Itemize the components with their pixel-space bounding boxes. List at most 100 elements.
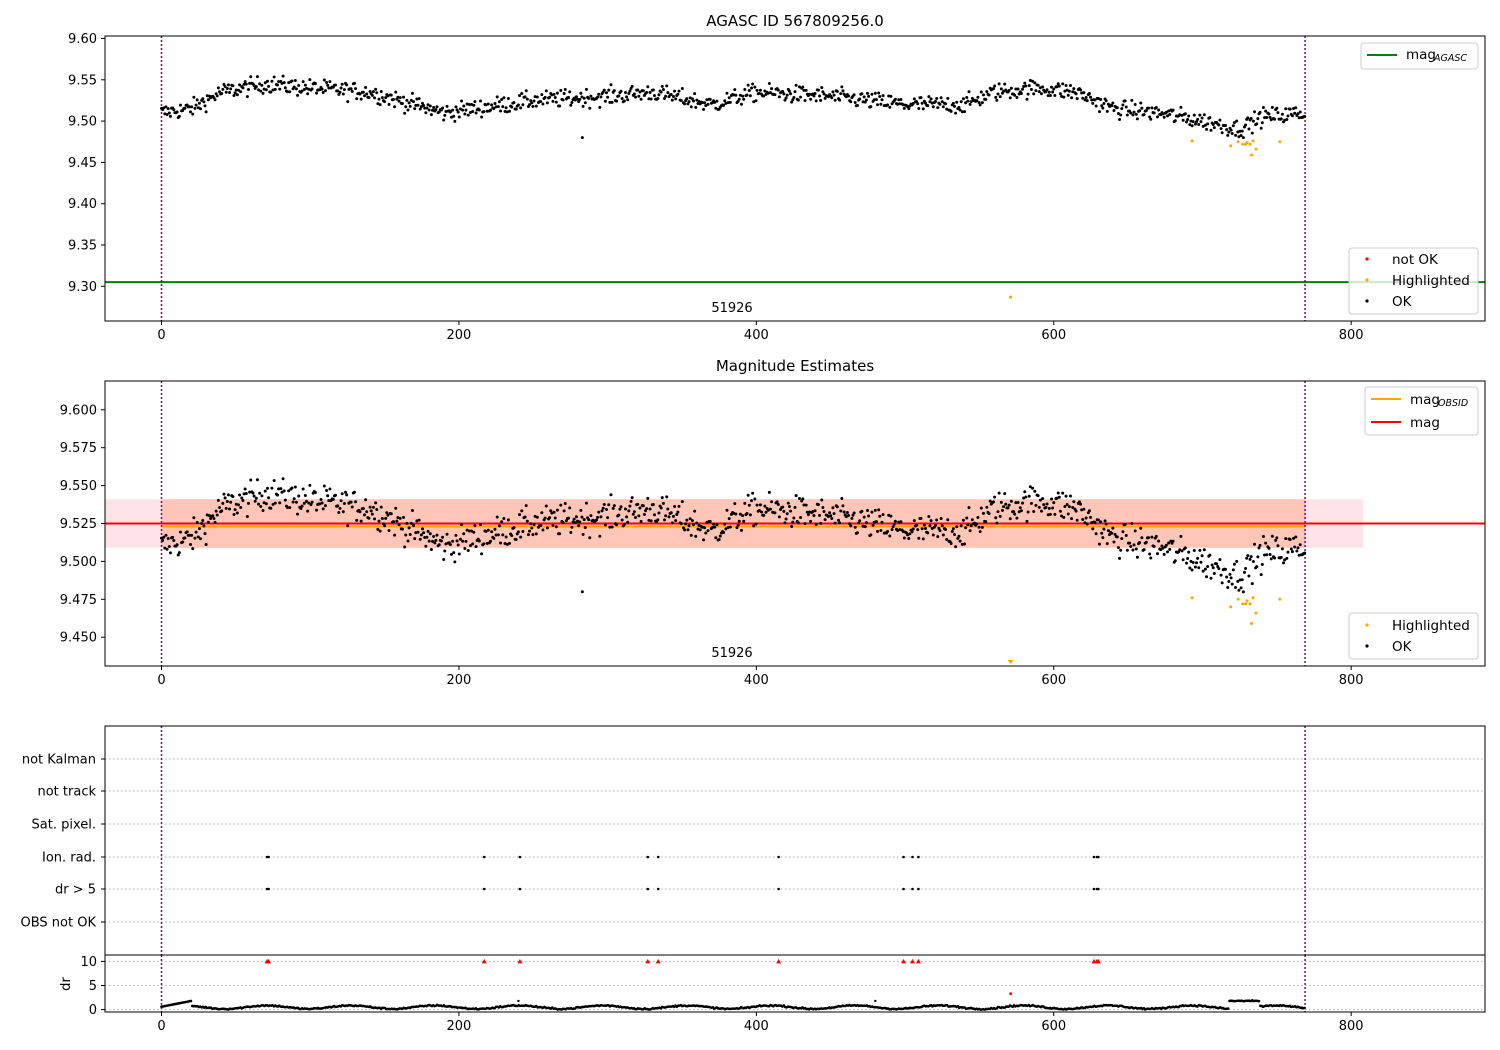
ok-point — [1209, 128, 1213, 132]
ok-point — [661, 87, 665, 91]
ok-point — [812, 513, 816, 517]
ok-point — [454, 533, 458, 537]
ok-point — [1205, 127, 1209, 131]
ok-point — [1183, 546, 1187, 550]
ok-point — [970, 518, 974, 522]
ok-point — [862, 95, 866, 99]
ok-point — [1154, 534, 1158, 538]
ok-point — [416, 103, 420, 107]
ok-point — [1293, 545, 1297, 549]
ok-point — [467, 103, 471, 107]
ok-point — [1173, 119, 1177, 123]
ok-point — [1048, 93, 1052, 97]
ok-point — [944, 527, 948, 531]
ok-point — [383, 524, 387, 528]
ok-point — [1251, 559, 1255, 563]
ok-point — [293, 79, 297, 83]
ok-point — [1295, 549, 1299, 553]
ok-point — [958, 539, 962, 543]
ok-point — [350, 505, 354, 509]
ok-point — [695, 98, 699, 102]
ok-point — [1060, 514, 1064, 518]
ok-point — [1134, 112, 1138, 116]
ok-point — [355, 97, 359, 101]
ok-point — [1173, 559, 1177, 563]
ok-point — [434, 538, 438, 542]
ok-point — [1057, 84, 1061, 88]
ok-point — [936, 106, 940, 110]
ok-point — [1298, 543, 1302, 547]
ok-point — [361, 90, 365, 94]
ok-point — [1032, 92, 1036, 96]
ok-point — [1009, 499, 1013, 503]
ok-point — [597, 92, 601, 96]
ok-point — [367, 96, 371, 100]
ok-point — [218, 505, 222, 509]
ok-point — [1202, 113, 1206, 117]
ok-point — [578, 520, 582, 524]
ok-point — [605, 507, 609, 511]
y-tick-label: 0 — [89, 1003, 97, 1018]
ok-point — [567, 96, 571, 100]
ok-point — [1294, 106, 1298, 110]
ok-point — [1205, 575, 1209, 579]
ok-point — [1206, 122, 1210, 126]
ok-point — [281, 74, 285, 78]
ok-point — [938, 529, 942, 533]
ok-point — [954, 545, 958, 549]
ok-point — [417, 97, 421, 101]
ok-point — [870, 92, 874, 96]
ok-point — [367, 516, 371, 520]
ok-point — [1178, 548, 1182, 552]
ok-point — [751, 491, 755, 495]
ok-point — [874, 97, 878, 101]
ok-point — [1250, 131, 1254, 135]
ok-point — [199, 537, 203, 541]
highlighted-point — [1245, 141, 1249, 145]
ok-point — [1102, 102, 1106, 106]
ok-point — [964, 101, 968, 105]
ok-point — [1065, 503, 1069, 507]
ok-point — [702, 538, 706, 542]
ok-point — [1220, 131, 1224, 135]
ok-point — [540, 93, 544, 97]
ok-point — [473, 100, 477, 104]
ok-point — [286, 90, 290, 94]
ok-point — [178, 103, 182, 107]
ok-point — [998, 95, 1002, 99]
ok-point — [303, 83, 307, 87]
ok-point — [290, 486, 294, 490]
ok-point — [419, 533, 423, 537]
ok-point — [271, 502, 275, 506]
y-tick-label: 9.475 — [60, 593, 97, 608]
ok-point — [787, 89, 791, 93]
ok-point — [460, 99, 464, 103]
ok-point — [1099, 520, 1103, 524]
ok-point — [636, 502, 640, 506]
ok-point — [1009, 86, 1013, 90]
ok-point — [877, 91, 881, 95]
ok-point — [1226, 586, 1230, 590]
ok-point — [398, 96, 402, 100]
panel2-legend-points: Highlighted OK — [1348, 612, 1479, 660]
ok-point — [1125, 548, 1129, 552]
ok-point — [1089, 95, 1093, 99]
ok-point — [569, 103, 573, 107]
ok-point — [413, 537, 417, 541]
ok-point — [847, 513, 851, 517]
ok-point — [451, 539, 455, 543]
ok-point — [1023, 81, 1027, 85]
flag-ion-rad-point — [1097, 855, 1100, 859]
ok-point — [506, 518, 510, 522]
ok-point — [1075, 518, 1079, 522]
ok-point — [695, 521, 699, 525]
ok-point — [1218, 558, 1222, 562]
ok-point — [495, 515, 499, 519]
ok-point — [1094, 104, 1098, 108]
ok-point — [272, 75, 276, 79]
ok-point — [683, 102, 687, 106]
ok-point — [802, 88, 806, 92]
dr-capped-marker — [915, 958, 921, 964]
ok-point — [424, 111, 428, 115]
ok-point — [819, 98, 823, 102]
